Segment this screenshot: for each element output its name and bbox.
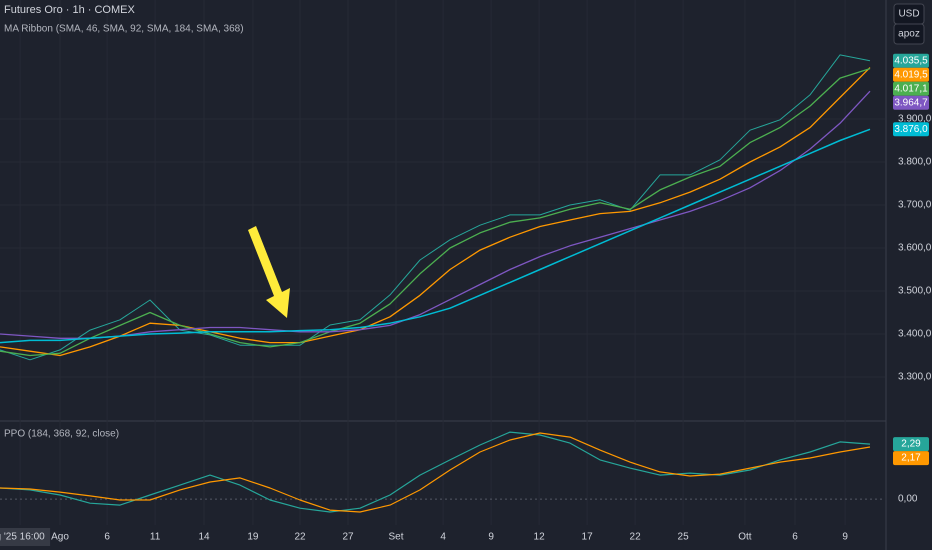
x-tick-label: Set — [388, 532, 403, 543]
x-tick-label: 6 — [104, 532, 110, 543]
last-value-label: 4.035,5 — [894, 55, 928, 66]
last-value-label: 2,17 — [901, 453, 921, 464]
indicator-label: PPO (184, 368, 92, close) — [4, 429, 119, 440]
chart-title: Futures Oro · 1h · COMEX — [4, 4, 135, 16]
last-value-box — [893, 451, 929, 466]
last-value-box — [893, 67, 929, 82]
series-line — [0, 67, 871, 357]
x-tick-label: 25 — [678, 532, 690, 543]
y-tick-label: 3.300,0 — [898, 372, 932, 383]
y-tick-label: 3.900,0 — [898, 114, 932, 125]
x-tick-label: 27 — [342, 532, 354, 543]
last-value-box — [893, 122, 929, 137]
y-tick-label: 3.500,0 — [898, 286, 932, 297]
series-line — [0, 431, 871, 513]
last-value-label: 4.019,5 — [894, 69, 928, 80]
indicator-label: MA Ribbon (SMA, 46, SMA, 92, SMA, 184, S… — [4, 24, 244, 35]
x-tick-label: 14 — [198, 532, 210, 543]
last-value-label: 4.017,1 — [894, 83, 928, 94]
x-axis-band — [0, 525, 886, 550]
last-value-label: 3.876,0 — [894, 124, 928, 135]
series-line — [0, 67, 871, 357]
label-layer: g '25 16:00 Ago 6 11 14 19 22 27 Set 4 9 12 17 22 25 Ot… — [0, 53, 932, 546]
last-value-box — [893, 437, 929, 452]
last-value-box — [893, 81, 929, 96]
last-value-label: 2,29 — [901, 439, 921, 450]
series-line — [0, 54, 871, 361]
x-tick-label: 12 — [534, 532, 546, 543]
x-tick-label: 11 — [150, 532, 161, 543]
x-tick-label: Ago — [51, 532, 69, 543]
annotation-arrow — [248, 226, 290, 318]
last-value-box — [893, 53, 929, 68]
y-tick-label: 3.600,0 — [898, 243, 932, 254]
series-layer — [0, 54, 871, 513]
unit-button-label[interactable]: apoz — [898, 29, 920, 40]
series-line — [0, 128, 871, 344]
x-tick-label: 6 — [792, 532, 798, 543]
last-value-label: 3.964,7 — [894, 97, 928, 108]
y-tick-label: 3.800,0 — [898, 157, 932, 168]
y-tick-label: 0,00 — [898, 494, 918, 505]
y-tick-label: 3.700,0 — [898, 200, 932, 211]
x-tick-label: 19 — [247, 532, 259, 543]
currency-button-label[interactable]: USD — [898, 9, 919, 20]
x-tick-label: 22 — [294, 532, 306, 543]
x-tick-label: 9 — [842, 532, 848, 543]
grid-layer — [0, 498, 885, 500]
x-tick-label: 22 — [630, 532, 642, 543]
x-tick-label: g '25 16:00 — [0, 532, 45, 543]
crosshair-time-box — [0, 528, 51, 546]
y-tick-label: 3.400,0 — [898, 329, 932, 340]
x-tick-label: 9 — [488, 532, 494, 543]
x-tick-label: 4 — [440, 532, 446, 543]
x-tick-label: 17 — [582, 532, 594, 543]
series-line — [0, 90, 871, 339]
series-line — [0, 432, 871, 513]
unit-button[interactable] — [893, 23, 925, 45]
last-value-box — [893, 95, 929, 110]
x-tick-label: Ott — [738, 532, 752, 543]
